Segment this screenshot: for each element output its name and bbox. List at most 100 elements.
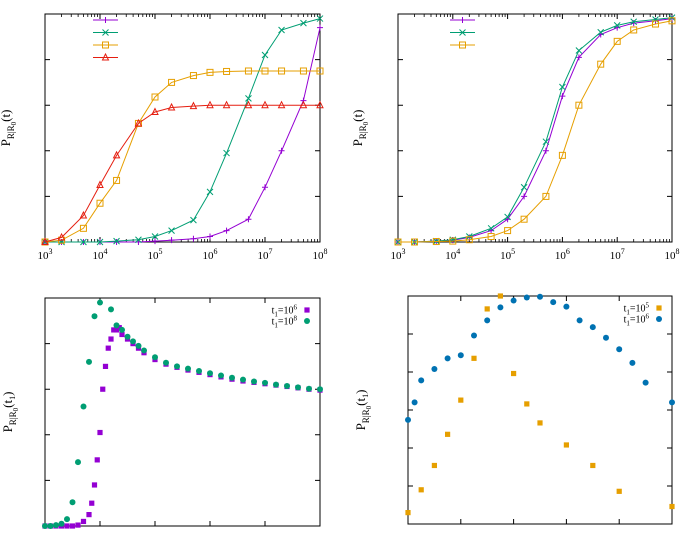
data-point [669,503,675,510]
data-point [449,237,457,245]
data-point [524,401,530,407]
series-1 [394,14,676,246]
data-point [64,523,70,529]
data-point [130,338,136,345]
data-point [537,293,543,300]
data-point [504,227,512,235]
data-point [111,327,117,333]
data-point [669,399,675,406]
data-point [497,293,503,299]
data-point [244,100,253,109]
data-point [278,26,285,34]
data-point [113,176,121,184]
data-point [405,510,411,516]
data-point [206,188,214,196]
data-point [465,236,473,244]
chart-panel-a: 103 104 105 106 107 108 PR|R0(t) [0,13,328,262]
data-point [642,379,649,386]
legend-marker [656,305,662,311]
data-point [190,216,197,224]
data-point [135,236,142,244]
data-point [151,93,159,101]
x-tick-label: 106 [203,247,218,262]
data-point [262,379,268,386]
data-point [196,367,202,374]
data-point [316,67,324,75]
data-point [484,317,491,324]
data-point [42,523,48,529]
data-point [141,347,147,354]
data-point [245,95,252,102]
data-point [299,100,308,109]
data-point [91,313,98,320]
data-point [69,499,76,506]
x-tick-label: 108 [313,247,328,262]
data-point [613,37,621,45]
data-point [108,336,114,342]
data-point [64,516,70,523]
x-tick-label: 106 [555,247,570,262]
data-point [167,102,176,111]
plot-frame [407,295,673,525]
data-point [668,17,676,25]
data-point [189,101,198,110]
y-axis-label: PR|R0(t1) [0,392,20,433]
data-point [405,416,411,423]
data-point [79,210,88,219]
data-point [113,237,120,245]
data-point [119,331,125,338]
data-point [630,26,638,34]
data-point [206,68,214,76]
data-point [558,151,566,159]
data-point [151,107,159,116]
data-point [616,346,623,353]
data-point [629,359,636,366]
legend [450,17,475,49]
legend-marker [459,17,466,23]
data-point [168,78,176,86]
data-point [458,397,464,403]
x-tick-label: 103 [38,247,53,262]
data-point [79,224,87,232]
data-point [278,67,286,75]
data-point [487,233,495,241]
data-point [394,238,402,246]
data-point [300,19,307,27]
data-point [206,100,214,109]
data-point [432,238,440,246]
data-point [91,482,98,488]
data-point [504,213,511,221]
legend-label: t1=105 [624,302,650,317]
x-tick-label: 105 [500,247,515,262]
data-point [134,118,143,127]
data-point [97,429,103,436]
data-point [185,365,191,372]
data-point [431,365,438,372]
data-point [96,180,104,188]
data-point [116,325,122,331]
data-point [652,20,660,28]
y-axis-label: PR|R0(t) [350,110,370,147]
data-point [316,100,324,109]
data-point [53,522,59,529]
data-point [261,100,269,109]
legend-marker [101,52,110,61]
legend-marker [656,316,662,322]
data-point [152,354,158,361]
data-point [559,93,566,100]
data-point [113,239,120,245]
series-0 [405,293,675,516]
data-point [174,363,180,370]
data-point [119,326,125,333]
data-point [222,100,231,109]
data-point [189,72,197,80]
data-point [520,183,528,191]
data-point [542,192,550,200]
x-tick-label: 107 [258,247,273,262]
series-0 [42,24,323,245]
data-point [80,238,87,246]
